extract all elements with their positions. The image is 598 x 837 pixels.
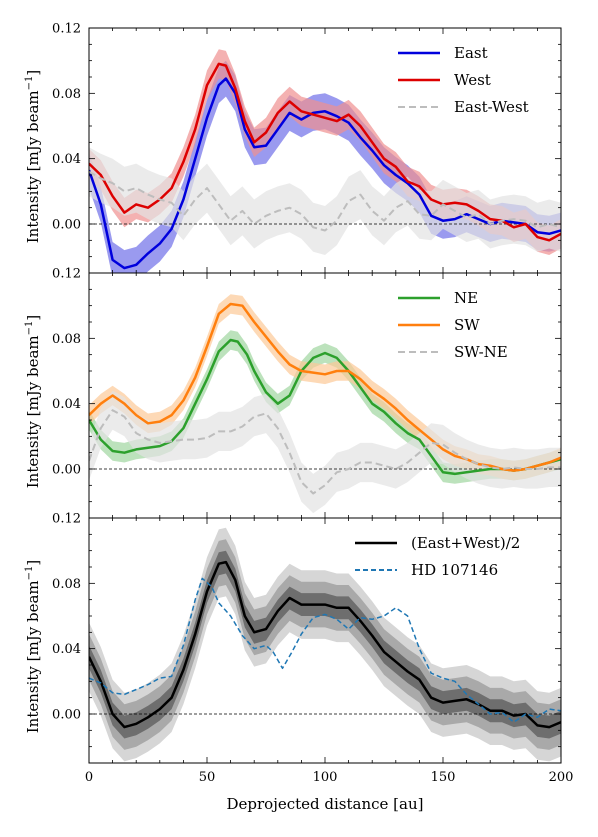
- y-axis-label: Intensity [mJy beam−1]: [24, 70, 42, 244]
- panel-top: 0.12 0.08 0.04 0.00 Intensity [mJy beam−1] Ea…: [24, 22, 562, 274]
- uncertainty-band: [89, 294, 561, 481]
- panels: 0.12 0.08 0.04 0.00 Intensity [mJy beam−1] Ea…: [24, 22, 573, 786]
- series-line: [89, 170, 561, 232]
- legend-label: East-West: [454, 98, 529, 116]
- series-line: [89, 62, 561, 242]
- x-tick-label: 0: [85, 770, 93, 785]
- uncertainty-band: [89, 390, 561, 514]
- y-tick-label: 0.08: [52, 577, 81, 592]
- y-tick-label: 0.04: [52, 397, 81, 412]
- x-tick-label: 100: [313, 770, 338, 785]
- legend-label: SW-NE: [454, 343, 508, 361]
- plot-area: [89, 527, 561, 762]
- y-tick-label: 0.04: [52, 152, 81, 167]
- legend-label: HD 107146: [411, 561, 498, 579]
- uncertainty-band: [89, 147, 561, 255]
- y-axis-label: Intensity [mJy beam−1]: [24, 315, 42, 489]
- series-line: [89, 577, 561, 723]
- series-line: [89, 77, 561, 270]
- legend: NE SW SW-NE: [398, 289, 508, 361]
- y-tick-label: 0.00: [52, 218, 81, 233]
- x-tick-label: 150: [431, 770, 456, 785]
- legend-label: East: [454, 44, 488, 62]
- series-line: [89, 560, 561, 729]
- x-tick-label: 50: [199, 770, 216, 785]
- y-tick-label: 0.00: [52, 708, 81, 723]
- panel-bottom: 0.12 0.08 0.04 0.00 0 50 100 150 200 Intensity [m…: [24, 512, 573, 786]
- x-axis-label: Deprojected distance [au]: [227, 795, 424, 813]
- series-line: [89, 409, 561, 495]
- legend-label: SW: [454, 316, 480, 334]
- legend-label: NE: [454, 289, 478, 307]
- legend-label: West: [454, 71, 491, 89]
- legend: (East+West)/2 HD 107146: [355, 534, 520, 579]
- legend: East West East-West: [398, 44, 529, 116]
- y-tick-label: 0.08: [52, 332, 81, 347]
- panel-middle: 0.12 0.08 0.04 0.00 Intensity [mJy beam−1] NE…: [24, 267, 562, 519]
- y-axis-label: Intensity [mJy beam−1]: [24, 560, 42, 734]
- y-tick-label: 0.12: [52, 512, 81, 527]
- y-tick-label: 0.12: [52, 22, 81, 37]
- x-tick-label: 200: [549, 770, 574, 785]
- legend-label: (East+West)/2: [411, 534, 520, 552]
- y-tick-label: 0.04: [52, 642, 81, 657]
- y-tick-label: 0.12: [52, 267, 81, 282]
- plot-area: [89, 49, 561, 273]
- plot-area: [89, 294, 561, 514]
- uncertainty-band: [89, 550, 561, 739]
- y-tick-label: 0.00: [52, 463, 81, 478]
- y-tick-label: 0.08: [52, 87, 81, 102]
